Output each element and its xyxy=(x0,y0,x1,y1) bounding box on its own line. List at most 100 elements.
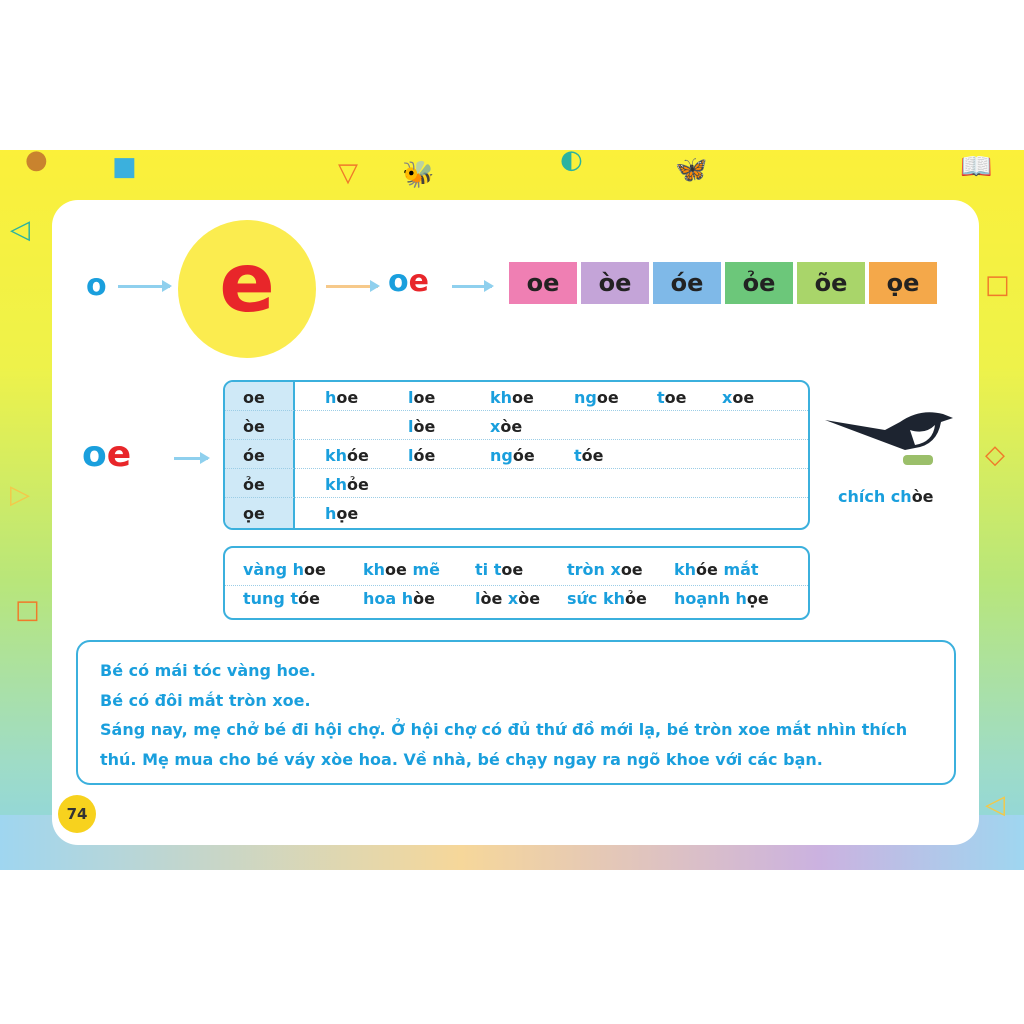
arrow-icon xyxy=(452,280,494,292)
word-cell: lòe xyxy=(408,417,435,436)
rhyme-cell: ỏe xyxy=(243,475,265,494)
text-segment: òe xyxy=(518,589,541,608)
text-segment: óe xyxy=(512,446,535,465)
word-cell: ngóe xyxy=(490,446,535,465)
table-row: ỏe khỏe xyxy=(225,469,808,498)
text-segment: kh xyxy=(490,388,513,407)
word-cell: toe xyxy=(657,388,687,407)
text-segment: x xyxy=(490,417,501,436)
text-segment: ỏe xyxy=(347,475,369,494)
text-segment: oe xyxy=(413,388,436,407)
text-segment: t xyxy=(574,446,582,465)
triangle-icon: ▷ xyxy=(10,480,30,510)
text-segment: x xyxy=(502,589,519,608)
table-row: òe lòe xòe xyxy=(225,411,808,440)
arrow-icon xyxy=(174,452,210,464)
letter-e-circle: e xyxy=(178,220,316,358)
text-segment: oe xyxy=(620,560,643,579)
text-segment: l xyxy=(408,417,414,436)
text-segment: ti t xyxy=(475,560,502,579)
text-segment: l xyxy=(408,388,414,407)
phrase: vàng hoe xyxy=(243,560,326,579)
text-segment: l xyxy=(475,589,481,608)
text-segment: vàng h xyxy=(243,560,305,579)
text-segment: mắt xyxy=(717,560,759,579)
bee-icon: 🐝 xyxy=(402,160,435,190)
rhyme-oe: oe xyxy=(82,434,131,475)
tone-tile: óe xyxy=(653,262,721,304)
word-cell: khóe xyxy=(325,446,369,465)
tone-tile: oe xyxy=(509,262,577,304)
phrase-box: vàng hoe khoe mẽ ti toe tròn xoe khóe mắt tun… xyxy=(223,546,810,620)
phrase-row: vàng hoe khoe mẽ ti toe tròn xoe khóe mắt xyxy=(225,556,808,586)
oe-combination: oe xyxy=(388,264,429,299)
text-segment: òe xyxy=(413,589,435,608)
sentence: Bé có mái tóc vàng hoe. xyxy=(100,661,316,680)
text-segment: oe xyxy=(501,560,524,579)
text-segment: òe xyxy=(911,487,934,506)
phrase: hoạnh họe xyxy=(674,589,769,608)
phrase: tung tóe xyxy=(243,589,320,608)
page-number: 74 xyxy=(58,795,96,833)
block-icon: ■ xyxy=(112,152,137,182)
text-segment: e xyxy=(408,264,429,299)
word-cell: ngoe xyxy=(574,388,619,407)
tone-tile: òe xyxy=(581,262,649,304)
diamond-icon: ◇ xyxy=(985,440,1005,470)
table-row: óe khóe lóe ngóe tóe xyxy=(225,440,808,469)
text-segment: sức kh xyxy=(567,589,625,608)
text-segment: oe xyxy=(732,388,755,407)
text-segment: mẽ xyxy=(406,560,440,579)
arrow-icon xyxy=(326,280,380,292)
phrase-row: tung tóe hoa hòe lòe xòe sức khỏe hoạnh họe xyxy=(225,585,808,615)
text-segment: tròn x xyxy=(567,560,621,579)
text-segment: tung t xyxy=(243,589,299,608)
text-segment: o xyxy=(388,264,409,299)
phrase: sức khỏe xyxy=(567,589,647,608)
word-table: oe hoe loe khoe ngoe toe xoe òe lòe xòe óe khóe lóe n… xyxy=(223,380,810,530)
book-icon: 📖 xyxy=(960,152,993,182)
phrase: khoe mẽ xyxy=(363,560,440,579)
rhyme-cell: òe xyxy=(243,417,265,436)
text-segment: ng xyxy=(574,388,597,407)
text-segment: kh xyxy=(325,475,348,494)
arrow-icon xyxy=(118,280,172,292)
reading-passage: Bé có mái tóc vàng hoe. Bé có đôi mắt tr… xyxy=(76,640,956,785)
rhyme-cell: óe xyxy=(243,446,265,465)
text-segment: óe xyxy=(696,560,718,579)
tone-tiles: oe òe óe ỏe õe ọe xyxy=(509,262,937,304)
text-segment: oe xyxy=(596,388,619,407)
sentence: Sáng nay, mẹ chở bé đi hội chợ. Ở hội ch… xyxy=(100,720,908,769)
tone-tile: ọe xyxy=(869,262,937,304)
text-segment: hoa h xyxy=(363,589,414,608)
rhyme-cell: ọe xyxy=(243,504,265,523)
word-cell: loe xyxy=(408,388,435,407)
phrase: lòe xòe xyxy=(475,589,540,608)
text-segment: chích ch xyxy=(838,487,912,506)
word-cell: khoe xyxy=(490,388,534,407)
tone-tile: ỏe xyxy=(725,262,793,304)
text-segment: ỏe xyxy=(625,589,647,608)
text-segment: oe xyxy=(304,560,326,579)
word-cell: xoe xyxy=(722,388,754,407)
text-segment: òe xyxy=(500,417,523,436)
word-cell: tóe xyxy=(574,446,604,465)
word-cell: hoe xyxy=(325,388,358,407)
text-segment: oe xyxy=(664,388,687,407)
text-segment: oe xyxy=(336,388,359,407)
phrase: ti toe xyxy=(475,560,523,579)
square-icon: □ xyxy=(985,270,1010,300)
text-segment: óe xyxy=(347,446,369,465)
text-segment: h xyxy=(325,388,337,407)
phrase: khóe mắt xyxy=(674,560,759,579)
table-row: oe hoe loe khoe ngoe toe xoe xyxy=(225,382,808,411)
rhyme-cell: oe xyxy=(243,388,265,407)
tone-tile: õe xyxy=(797,262,865,304)
text-segment: kh xyxy=(674,560,697,579)
wheel-icon: ◐ xyxy=(560,145,583,175)
circle-decoration-icon: ● xyxy=(25,145,48,175)
triangle-icon: ◁ xyxy=(10,215,30,245)
text-segment: oe xyxy=(512,388,534,407)
word-cell: khỏe xyxy=(325,475,369,494)
text-segment: ng xyxy=(490,446,513,465)
